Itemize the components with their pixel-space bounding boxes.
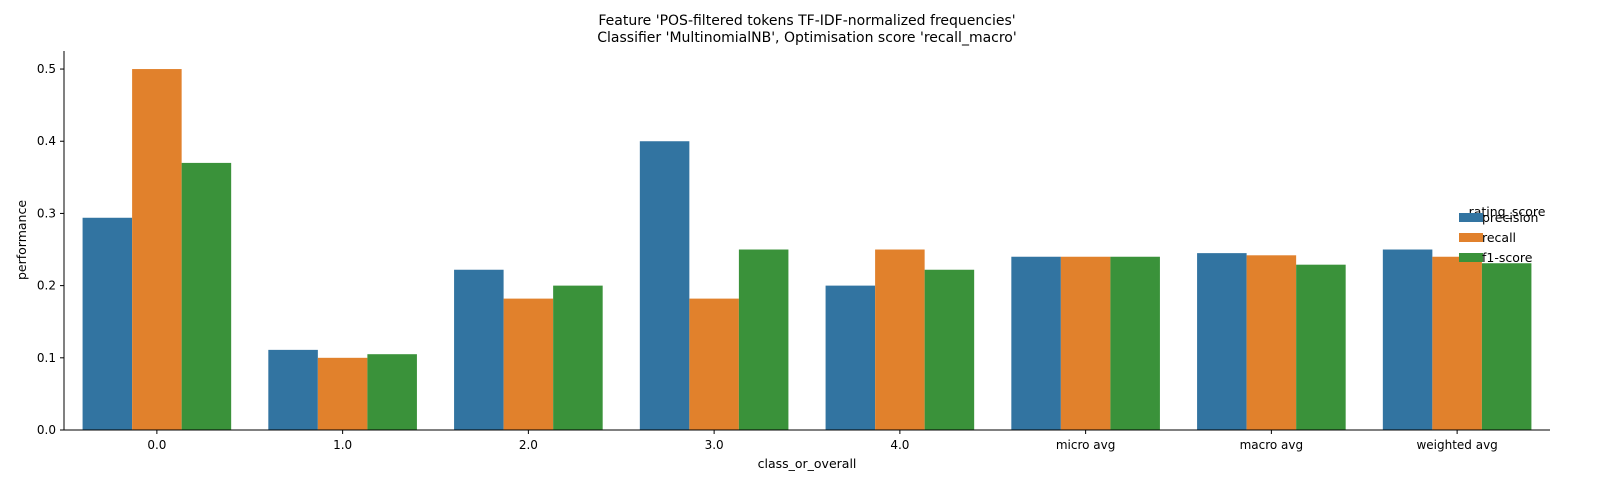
- bar-f1-score-weighted-avg: [1481, 263, 1532, 430]
- bar-f1-score-micro-avg: [1110, 256, 1160, 430]
- bar-recall-macro-avg: [1246, 255, 1297, 430]
- bar-precision-4.0: [825, 285, 876, 430]
- chart-title-line-2: Classifier 'MultinomialNB', Optimisation…: [597, 30, 1016, 46]
- legend-label-recall: recall: [1482, 230, 1516, 245]
- x-tick-label: 1.0: [333, 438, 352, 452]
- x-axis-label: class_or_overall: [758, 456, 857, 471]
- y-tick-label: 0.2: [37, 279, 56, 293]
- chart-title-line-1: Feature 'POS-filtered tokens TF-IDF-norm…: [598, 13, 1015, 29]
- x-tick-label: 2.0: [519, 438, 538, 452]
- legend-label-precision: precision: [1482, 210, 1538, 225]
- bar-f1-score-3.0: [738, 249, 789, 430]
- bar-precision-0.0: [82, 217, 133, 430]
- bar-recall-3.0: [689, 298, 739, 430]
- bar-f1-score-1.0: [367, 354, 417, 430]
- legend: rating_score precision recall f1-score: [1459, 204, 1546, 265]
- y-tick-label: 0.5: [37, 62, 56, 76]
- legend-swatch-recall: [1459, 233, 1483, 242]
- bar-recall-2.0: [503, 298, 554, 430]
- bar-f1-score-macro-avg: [1296, 264, 1346, 430]
- y-axis-ticks: 0.0 0.1 0.2 0.3 0.4 0.5: [37, 62, 64, 437]
- bar-recall-4.0: [875, 249, 925, 430]
- bar-f1-score-4.0: [924, 269, 975, 430]
- y-tick-label: 0.4: [37, 134, 56, 148]
- bar-f1-score-0.0: [181, 162, 232, 430]
- bar-precision-weighted-avg: [1382, 249, 1433, 430]
- bar-precision-1.0: [268, 349, 318, 430]
- bar-recall-micro-avg: [1060, 256, 1111, 430]
- legend-swatch-f1-score: [1459, 253, 1483, 262]
- legend-title: rating_score: [1469, 204, 1546, 219]
- bar-precision-3.0: [639, 141, 690, 431]
- x-tick-label: 3.0: [705, 438, 724, 452]
- x-tick-label: macro avg: [1240, 438, 1304, 452]
- y-tick-label: 0.1: [37, 351, 56, 365]
- bar-recall-1.0: [317, 357, 368, 430]
- bar-precision-2.0: [454, 269, 504, 430]
- y-axis-label: performance: [14, 200, 29, 280]
- bar-recall-weighted-avg: [1432, 256, 1482, 430]
- x-tick-label: 4.0: [890, 438, 909, 452]
- bar-f1-score-2.0: [553, 285, 603, 430]
- x-tick-label: micro avg: [1056, 438, 1116, 452]
- x-tick-label: weighted avg: [1416, 438, 1497, 452]
- y-tick-label: 0.0: [37, 423, 56, 437]
- x-axis-ticks: 0.0 1.0 2.0 3.0 4.0 micro avg macro avg weighte…: [147, 430, 1498, 452]
- legend-swatch-precision: [1459, 213, 1483, 222]
- x-tick-label: 0.0: [147, 438, 166, 452]
- bar-precision-macro-avg: [1197, 253, 1247, 430]
- bar-precision-micro-avg: [1011, 256, 1061, 430]
- plot-area: [82, 69, 1532, 431]
- bar-recall-0.0: [132, 69, 182, 431]
- y-tick-label: 0.3: [37, 206, 56, 220]
- legend-label-f1-score: f1-score: [1482, 250, 1533, 265]
